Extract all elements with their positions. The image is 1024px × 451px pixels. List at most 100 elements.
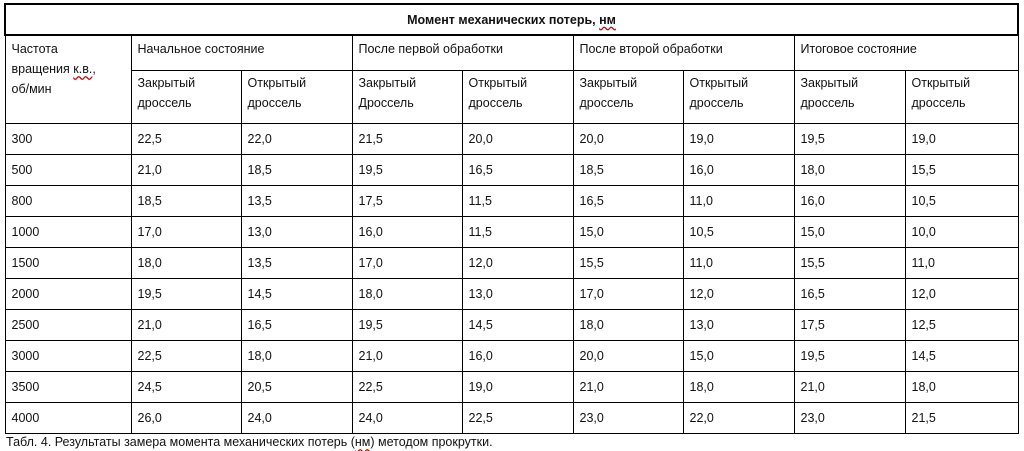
value-cell: 12,0 bbox=[682, 278, 795, 310]
subheader-line: Закрытый bbox=[358, 76, 417, 90]
value-cell: 15,0 bbox=[793, 216, 906, 248]
subheader-line: Открытый bbox=[247, 76, 307, 90]
value-cell: 22,5 bbox=[130, 340, 242, 372]
value-cell: 16,0 bbox=[793, 185, 906, 217]
value-cell: 18,5 bbox=[130, 185, 242, 217]
table-row: 3500 24,5 20,5 22,5 19,0 21,0 18,0 21,0 18,0 bbox=[4, 371, 1019, 403]
value-cell: 24,5 bbox=[130, 371, 242, 403]
rpm-cell: 4000 bbox=[4, 402, 132, 434]
value-cell: 19,5 bbox=[130, 278, 242, 310]
group-header-row: Частота вращения к.в., об/мин Начальное … bbox=[4, 34, 1019, 124]
value-cell: 19,5 bbox=[793, 123, 906, 155]
subheader-cell: Открытый дроссель bbox=[461, 70, 574, 124]
value-cell: 11,0 bbox=[904, 247, 1019, 279]
value-cell: 17,0 bbox=[351, 247, 463, 279]
rpm-cell: 500 bbox=[4, 154, 132, 186]
value-cell: 19,0 bbox=[682, 123, 795, 155]
value-cell: 14,5 bbox=[904, 340, 1019, 372]
value-cell: 21,0 bbox=[130, 154, 242, 186]
subheader-line: дроссель bbox=[137, 96, 192, 110]
value-cell: 10,5 bbox=[682, 216, 795, 248]
group-header-final: Итоговое состояние bbox=[793, 34, 1019, 71]
value-cell: 18,0 bbox=[240, 340, 353, 372]
subheader-line: Дроссель bbox=[358, 96, 414, 110]
rpm-cell: 800 bbox=[4, 185, 132, 217]
value-cell: 10,5 bbox=[904, 185, 1019, 217]
table-row: 2500 21,0 16,5 19,5 14,5 18,0 13,0 17,5 12,5 bbox=[4, 309, 1019, 341]
value-cell: 11,5 bbox=[461, 216, 574, 248]
subheader-line: Закрытый bbox=[800, 76, 859, 90]
value-cell: 17,0 bbox=[130, 216, 242, 248]
table-row: 3000 22,5 18,0 21,0 16,0 20,0 15,0 19,5 14,5 bbox=[4, 340, 1019, 372]
loss-moment-table: Момент механических потерь, нм Частота в… bbox=[3, 3, 1020, 434]
value-cell: 15,5 bbox=[904, 154, 1019, 186]
value-cell: 18,5 bbox=[240, 154, 353, 186]
value-cell: 13,0 bbox=[682, 309, 795, 341]
value-cell: 18,0 bbox=[351, 278, 463, 310]
subheader-cell: Открытый дроссель bbox=[904, 70, 1019, 124]
value-cell: 20,0 bbox=[461, 123, 574, 155]
value-cell: 20,0 bbox=[572, 340, 684, 372]
value-cell: 15,5 bbox=[793, 247, 906, 279]
value-cell: 16,5 bbox=[240, 309, 353, 341]
value-cell: 22,0 bbox=[682, 402, 795, 434]
subheader-cell: Закрытый Дроссель bbox=[351, 70, 463, 124]
value-cell: 24,0 bbox=[351, 402, 463, 434]
value-cell: 21,0 bbox=[351, 340, 463, 372]
table-caption: Табл. 4. Результаты замера момента механ… bbox=[6, 435, 493, 449]
value-cell: 17,0 bbox=[572, 278, 684, 310]
value-cell: 21,0 bbox=[130, 309, 242, 341]
subheader-line: дроссель bbox=[911, 96, 966, 110]
subheader-line: дроссель bbox=[800, 96, 855, 110]
value-cell: 16,5 bbox=[461, 154, 574, 186]
value-cell: 13,5 bbox=[240, 185, 353, 217]
subheader-row: Закрытый дроссель Открытый дроссель Закрытый… bbox=[5, 70, 1019, 124]
value-cell: 23,0 bbox=[572, 402, 684, 434]
value-cell: 19,5 bbox=[351, 309, 463, 341]
subheader-line: Открытый bbox=[468, 76, 528, 90]
value-cell: 15,0 bbox=[682, 340, 795, 372]
subheader-line: дроссель bbox=[468, 96, 523, 110]
value-cell: 10,0 bbox=[904, 216, 1019, 248]
rpm-cell: 3000 bbox=[4, 340, 132, 372]
value-cell: 20,5 bbox=[240, 371, 353, 403]
subheader-line: Закрытый bbox=[137, 76, 196, 90]
value-cell: 24,0 bbox=[240, 402, 353, 434]
value-cell: 21,0 bbox=[572, 371, 684, 403]
value-cell: 16,5 bbox=[572, 185, 684, 217]
value-cell: 14,5 bbox=[240, 278, 353, 310]
value-cell: 18,0 bbox=[904, 371, 1019, 403]
value-cell: 26,0 bbox=[130, 402, 242, 434]
value-cell: 19,5 bbox=[793, 340, 906, 372]
value-cell: 22,5 bbox=[130, 123, 242, 155]
subheader-line: Открытый bbox=[911, 76, 971, 90]
rpm-cell: 2000 bbox=[4, 278, 132, 310]
rpm-cell: 1000 bbox=[4, 216, 132, 248]
rpm-cell: 3500 bbox=[4, 371, 132, 403]
subheader-line: дроссель bbox=[689, 96, 744, 110]
value-cell: 13,0 bbox=[461, 278, 574, 310]
value-cell: 14,5 bbox=[461, 309, 574, 341]
table-row: 300 22,5 22,0 21,5 20,0 20,0 19,0 19,5 19,0 bbox=[4, 123, 1019, 155]
value-cell: 18,0 bbox=[572, 309, 684, 341]
group-header-second-treatment: После второй обработки bbox=[572, 34, 795, 71]
value-cell: 21,5 bbox=[351, 123, 463, 155]
table-row: 500 21,0 18,5 19,5 16,5 18,5 16,0 18,0 15,5 bbox=[4, 154, 1019, 186]
table-row: 2000 19,5 14,5 18,0 13,0 17,0 12,0 16,5 12,0 bbox=[4, 278, 1019, 310]
value-cell: 20,0 bbox=[572, 123, 684, 155]
value-cell: 12,5 bbox=[904, 309, 1019, 341]
value-cell: 11,5 bbox=[461, 185, 574, 217]
value-cell: 21,0 bbox=[793, 371, 906, 403]
value-cell: 13,0 bbox=[240, 216, 353, 248]
value-cell: 16,0 bbox=[461, 340, 574, 372]
value-cell: 19,0 bbox=[904, 123, 1019, 155]
value-cell: 11,0 bbox=[682, 247, 795, 279]
subheader-cell: Открытый дроссель bbox=[682, 70, 795, 124]
table-row: 1500 18,0 13,5 17,0 12,0 15,5 11,0 15,5 11,0 bbox=[4, 247, 1019, 279]
rpm-header-line-2: вращения к.в., bbox=[11, 62, 96, 76]
value-cell: 11,0 bbox=[682, 185, 795, 217]
value-cell: 19,0 bbox=[461, 371, 574, 403]
value-cell: 18,5 bbox=[572, 154, 684, 186]
value-cell: 12,0 bbox=[461, 247, 574, 279]
subheader-line: дроссель bbox=[579, 96, 634, 110]
